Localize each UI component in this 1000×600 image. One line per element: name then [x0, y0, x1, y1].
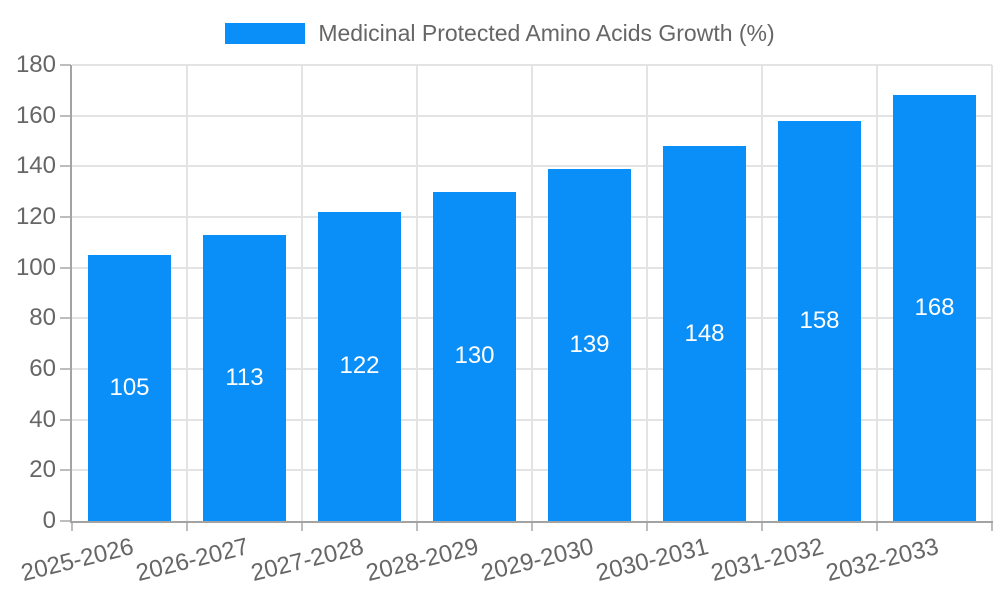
y-axis-tick: [60, 368, 71, 370]
x-tick-label: 2030-2031: [593, 533, 712, 587]
grid-line-v: [991, 65, 993, 521]
bar: [433, 191, 516, 521]
x-tick-label: 2031-2032: [708, 533, 827, 587]
y-axis-tick: [60, 317, 71, 320]
y-axis-tick: [60, 165, 71, 168]
bar: [203, 234, 286, 521]
x-axis-tick: [186, 523, 188, 531]
y-tick-label: 140: [15, 152, 56, 180]
grid-line-v: [186, 65, 188, 521]
grid-line-v: [876, 65, 878, 521]
bar: [318, 211, 401, 521]
x-tick-label: 2025-2026: [18, 533, 137, 587]
x-axis-tick: [761, 523, 763, 531]
x-tick-label: 2029-2030: [478, 533, 597, 587]
grid-line-v: [531, 65, 533, 521]
x-tick-label: 2032-2033: [823, 533, 942, 587]
bar: [663, 146, 746, 521]
x-axis-tick: [301, 523, 303, 531]
grid-line-v: [646, 65, 648, 521]
bar-value-label: 148: [684, 319, 725, 347]
bar: [548, 168, 631, 521]
y-tick-label: 180: [15, 51, 56, 78]
bar: [893, 95, 976, 521]
x-axis-tick: [646, 523, 648, 531]
bar-value-label: 122: [339, 352, 380, 380]
y-axis-tick: [60, 469, 71, 472]
x-tick-label: 2026-2027: [133, 533, 252, 587]
y-tick-label: 0: [42, 507, 56, 534]
y-axis-tick: [60, 418, 71, 421]
y-axis-line: [70, 65, 72, 523]
x-tick-label: 2028-2029: [363, 533, 482, 587]
x-axis-tick: [876, 523, 878, 531]
bar: [88, 255, 171, 521]
x-axis-tick: [416, 523, 418, 531]
grid-line-v: [761, 65, 763, 521]
bar-value-label: 139: [569, 330, 610, 358]
y-axis-tick: [60, 266, 71, 269]
x-axis-tick: [991, 523, 993, 531]
y-tick-label: 160: [15, 101, 56, 129]
x-tick-label: 2027-2028: [248, 533, 367, 587]
grid-line-v: [416, 65, 418, 521]
x-axis-tick: [531, 523, 533, 531]
legend-label: Medicinal Protected Amino Acids Growth (…: [318, 20, 775, 46]
y-tick-label: 60: [29, 355, 56, 382]
legend[interactable]: Medicinal Protected Amino Acids Growth (…: [0, 20, 1000, 47]
y-tick-label: 120: [15, 203, 56, 230]
y-axis-tick: [60, 520, 71, 522]
y-axis-tick: [60, 114, 71, 117]
y-axis-tick: [60, 216, 71, 218]
y-tick-label: 100: [15, 253, 56, 281]
bar: [778, 120, 861, 521]
grid-line-v: [301, 65, 303, 521]
x-axis-line: [70, 521, 993, 523]
bar-value-label: 113: [225, 363, 264, 391]
bar-value-label: 158: [799, 306, 840, 334]
x-axis-tick: [71, 523, 73, 531]
legend-swatch: [225, 23, 306, 44]
y-tick-label: 20: [29, 456, 56, 484]
y-axis-tick: [60, 64, 71, 66]
bar-value-label: 130: [454, 342, 495, 370]
bar-value-label: 168: [914, 294, 955, 322]
y-tick-label: 40: [29, 405, 56, 433]
y-tick-label: 80: [29, 304, 56, 332]
bar-value-label: 105: [109, 374, 150, 401]
